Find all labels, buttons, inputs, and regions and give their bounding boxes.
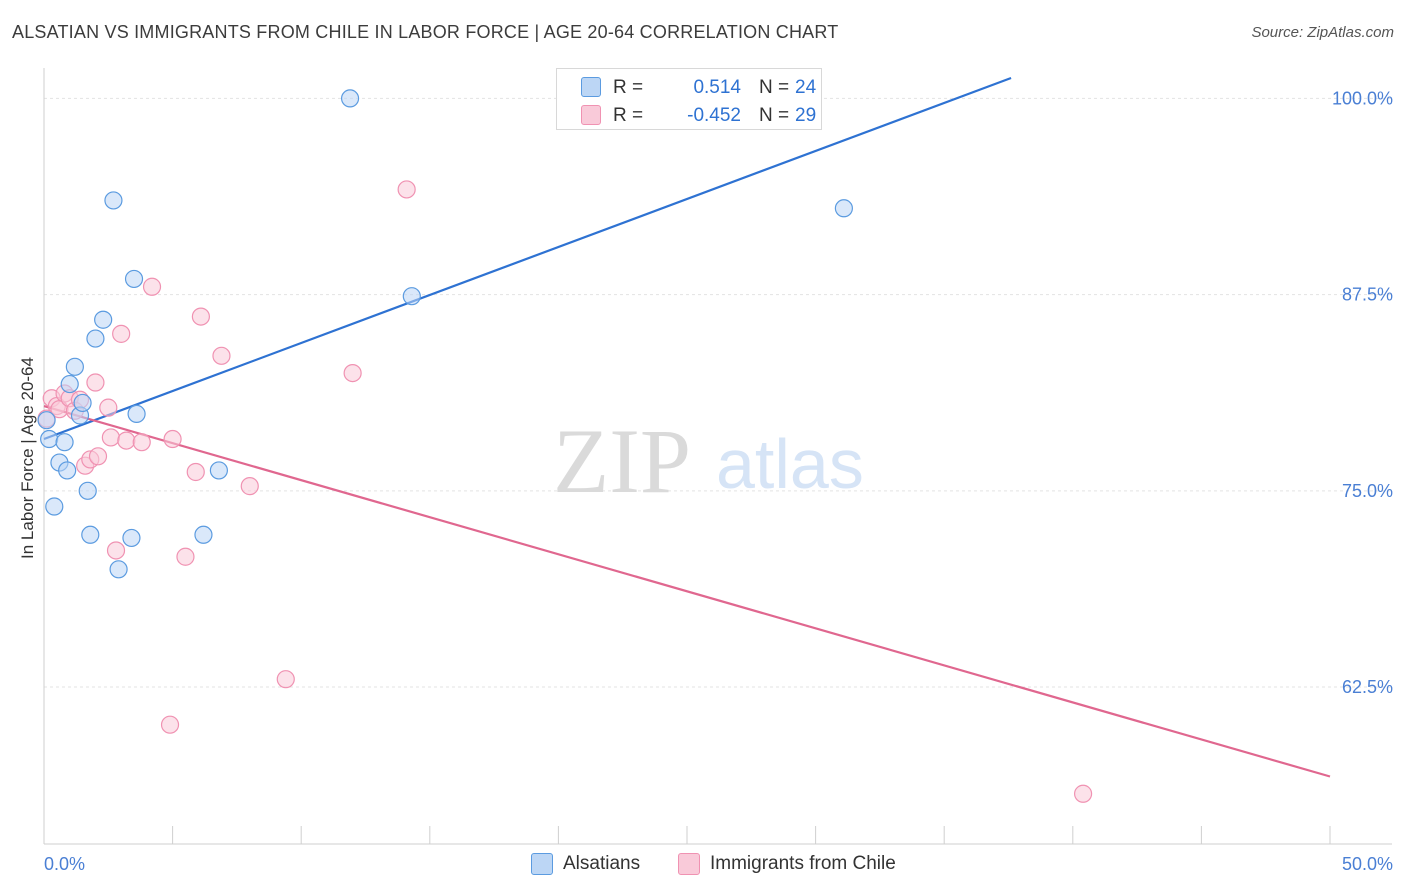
data-points bbox=[37, 89, 1093, 803]
data-point-chile bbox=[106, 541, 126, 560]
data-point-chile bbox=[240, 477, 259, 496]
data-point-chile bbox=[397, 180, 416, 199]
data-point-alsatians bbox=[124, 269, 144, 289]
legend-n-value: 29 bbox=[795, 105, 817, 126]
data-point-alsatians bbox=[402, 287, 421, 306]
data-point-alsatians bbox=[834, 199, 853, 218]
trend-line-alsatians bbox=[43, 76, 1012, 441]
trend-line-chile bbox=[43, 405, 1331, 778]
legend-r-label: R = bbox=[613, 105, 644, 126]
data-point-alsatians bbox=[40, 429, 59, 449]
data-point-chile bbox=[101, 428, 120, 447]
bottom-legend-swatch-blue bbox=[531, 853, 553, 875]
x-tick-label: 0.0% bbox=[44, 854, 85, 874]
data-point-chile bbox=[112, 324, 131, 343]
legend-n-value: 24 bbox=[795, 77, 817, 98]
tick-labels: 100.0% 87.5% 75.0% 62.5% 0.0% 50.0% bbox=[44, 88, 1393, 874]
data-point-chile bbox=[276, 670, 295, 689]
legend-swatch-blue bbox=[581, 77, 601, 97]
bottom-legend-label: Alsatians bbox=[563, 853, 641, 874]
data-point-chile bbox=[212, 346, 231, 365]
legend-n-label: N = bbox=[759, 105, 790, 126]
data-point-alsatians bbox=[45, 497, 64, 516]
data-point-alsatians bbox=[127, 404, 146, 424]
legend-swatch-pink bbox=[581, 105, 601, 125]
data-point-alsatians bbox=[60, 374, 79, 394]
watermark-atlas: atlas bbox=[716, 425, 864, 503]
data-point-chile bbox=[186, 462, 205, 482]
trend-lines bbox=[43, 76, 1331, 778]
legend-r-value: 0.514 bbox=[693, 77, 741, 98]
data-point-chile bbox=[160, 715, 180, 734]
y-tick-label: 62.5% bbox=[1342, 677, 1393, 697]
axes bbox=[43, 68, 1392, 845]
data-point-chile bbox=[88, 447, 108, 466]
data-point-alsatians bbox=[104, 191, 123, 210]
source-label: Source: ZipAtlas.com bbox=[1251, 24, 1394, 41]
bottom-legend-swatch-pink bbox=[678, 853, 700, 875]
data-point-chile bbox=[1073, 784, 1093, 803]
data-point-alsatians bbox=[209, 461, 228, 480]
data-point-chile bbox=[343, 363, 362, 383]
data-point-alsatians bbox=[81, 525, 100, 544]
correlation-legend: R = 0.514 N = 24 R = -0.452 N = 29 bbox=[556, 68, 822, 130]
legend-r-value: -0.452 bbox=[687, 105, 741, 126]
x-tick-label: 50.0% bbox=[1342, 854, 1393, 874]
bottom-legend-label: Immigrants from Chile bbox=[710, 853, 896, 874]
data-point-alsatians bbox=[55, 433, 74, 452]
data-point-alsatians bbox=[94, 310, 113, 329]
data-point-chile bbox=[176, 547, 195, 566]
data-point-chile bbox=[191, 307, 210, 326]
legend-r-label: R = bbox=[613, 77, 644, 98]
watermark: ZIP atlas bbox=[553, 410, 864, 512]
data-point-alsatians bbox=[78, 481, 97, 500]
data-point-chile bbox=[142, 277, 162, 296]
y-tick-label: 75.0% bbox=[1342, 481, 1393, 501]
data-point-chile bbox=[132, 433, 151, 452]
data-point-alsatians bbox=[37, 411, 56, 430]
data-point-alsatians bbox=[86, 329, 105, 348]
data-point-alsatians bbox=[340, 89, 360, 108]
data-point-alsatians bbox=[65, 357, 84, 376]
data-point-chile bbox=[117, 431, 136, 450]
chart-title: ALSATIAN VS IMMIGRANTS FROM CHILE IN LAB… bbox=[12, 22, 839, 42]
data-point-alsatians bbox=[122, 528, 141, 548]
y-tick-label: 87.5% bbox=[1342, 285, 1393, 305]
legend-n-label: N = bbox=[759, 77, 790, 98]
data-point-chile bbox=[86, 373, 105, 392]
y-tick-label: 100.0% bbox=[1332, 88, 1393, 108]
data-point-alsatians bbox=[58, 461, 77, 480]
data-point-alsatians bbox=[109, 560, 128, 579]
data-point-chile bbox=[99, 398, 118, 417]
data-point-chile bbox=[163, 429, 182, 449]
watermark-zip: ZIP bbox=[553, 410, 691, 512]
data-point-alsatians bbox=[194, 525, 213, 544]
data-point-alsatians bbox=[73, 393, 92, 413]
